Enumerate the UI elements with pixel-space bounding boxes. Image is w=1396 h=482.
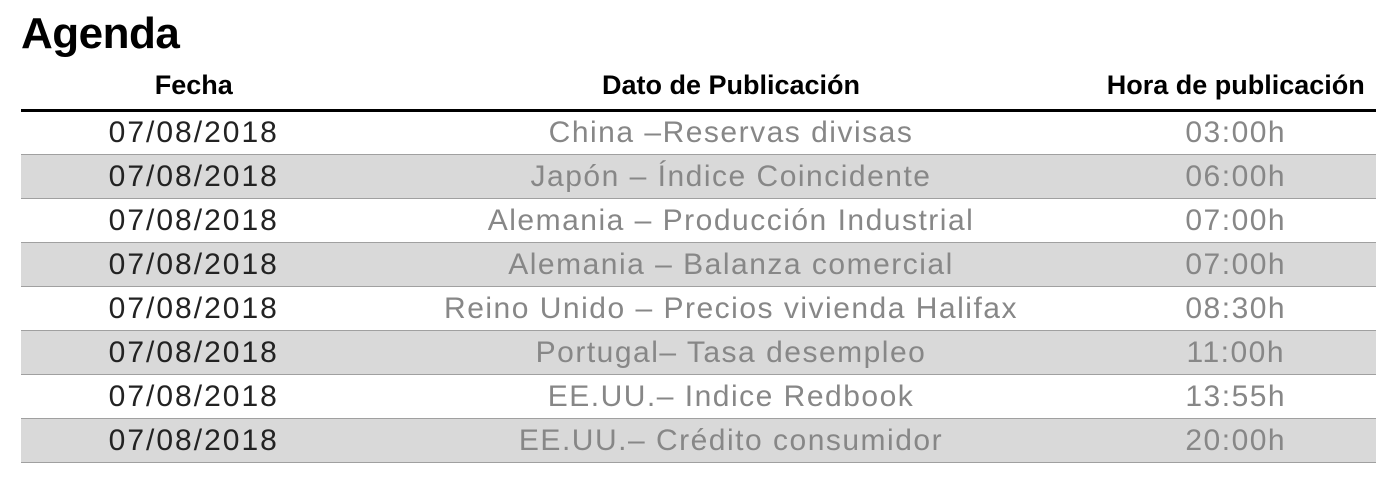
cell-hora: 06:00h — [1185, 159, 1287, 193]
cell-fecha: 07/08/2018 — [108, 203, 279, 237]
column-header-fecha: Fecha — [21, 60, 367, 113]
table-row: 07/08/2018 Alemania – Balanza comercial … — [21, 242, 1376, 287]
agenda-table-head: Fecha Dato de Publicación Hora de public… — [21, 60, 1376, 113]
cell-hora: 03:00h — [1185, 116, 1287, 150]
cell-hora: 11:00h — [1186, 335, 1286, 369]
agenda-table: Fecha Dato de Publicación Hora de public… — [21, 60, 1376, 463]
cell-dato: Alemania – Balanza comercial — [508, 247, 954, 281]
page-title: Agenda — [21, 9, 180, 58]
cell-dato: EE.UU.– Indice Redbook — [547, 379, 915, 413]
cell-dato: Reino Unido – Precios vivienda Halifax — [444, 291, 1018, 325]
table-row: 07/08/2018 EE.UU.– Indice Redbook 13:55h — [21, 375, 1376, 419]
cell-fecha: 07/08/2018 — [108, 423, 279, 457]
cell-fecha: 07/08/2018 — [108, 335, 279, 369]
cell-hora: 08:30h — [1185, 291, 1287, 325]
cell-dato: China –Reservas divisas — [548, 116, 914, 150]
table-row: 07/08/2018 Alemania – Producción Industr… — [21, 199, 1376, 243]
cell-dato: Japón – Índice Coincidente — [530, 159, 932, 193]
cell-fecha: 07/08/2018 — [108, 159, 279, 193]
column-header-dato: Dato de Publicación — [366, 60, 1096, 113]
cell-hora: 07:00h — [1185, 247, 1287, 281]
cell-dato: Alemania – Producción Industrial — [487, 203, 975, 237]
table-row: 07/08/2018 Reino Unido – Precios viviend… — [21, 287, 1376, 331]
cell-fecha: 07/08/2018 — [108, 247, 279, 281]
cell-hora: 07:00h — [1185, 203, 1287, 237]
column-header-hora: Hora de publicación — [1095, 60, 1376, 113]
cell-fecha: 07/08/2018 — [108, 379, 279, 413]
table-header-row: Fecha Dato de Publicación Hora de public… — [21, 60, 1376, 113]
cell-hora: 13:55h — [1185, 379, 1287, 413]
cell-dato: Portugal– Tasa desempleo — [535, 335, 927, 369]
table-row: 07/08/2018 China –Reservas divisas 03:00… — [21, 111, 1376, 155]
agenda-table-body: 07/08/2018 China –Reservas divisas 03:00… — [21, 111, 1376, 463]
cell-fecha: 07/08/2018 — [108, 116, 279, 150]
cell-fecha: 07/08/2018 — [108, 291, 279, 325]
table-row: 07/08/2018 Japón – Índice Coincidente 06… — [21, 154, 1376, 199]
table-row: 07/08/2018 EE.UU.– Crédito consumidor 20… — [21, 418, 1376, 463]
cell-dato: EE.UU.– Crédito consumidor — [518, 423, 944, 457]
table-row: 07/08/2018 Portugal– Tasa desempleo 11:0… — [21, 330, 1376, 375]
cell-hora: 20:00h — [1185, 423, 1287, 457]
